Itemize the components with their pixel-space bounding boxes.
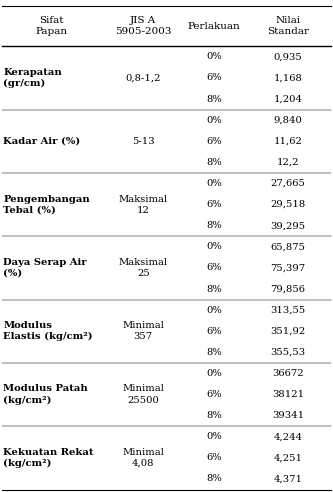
- Text: 4,251: 4,251: [273, 453, 303, 462]
- Text: Pengembangan
Tebal (%): Pengembangan Tebal (%): [3, 194, 90, 215]
- Text: 6%: 6%: [206, 263, 222, 273]
- Text: 8%: 8%: [206, 348, 222, 357]
- Text: Kekuatan Rekat
(kg/cm²): Kekuatan Rekat (kg/cm²): [3, 448, 94, 468]
- Text: 36672: 36672: [272, 369, 304, 378]
- Text: 0%: 0%: [206, 242, 222, 251]
- Text: 8%: 8%: [206, 221, 222, 230]
- Text: 0%: 0%: [206, 52, 222, 62]
- Text: Sifat
Papan: Sifat Papan: [36, 16, 68, 36]
- Text: 6%: 6%: [206, 137, 222, 146]
- Text: Daya Serap Air
(%): Daya Serap Air (%): [3, 258, 87, 278]
- Text: 355,53: 355,53: [270, 348, 306, 357]
- Text: Modulus
Elastis (kg/cm²): Modulus Elastis (kg/cm²): [3, 321, 93, 341]
- Text: 0,935: 0,935: [274, 52, 302, 62]
- Text: 8%: 8%: [206, 158, 222, 167]
- Text: 0%: 0%: [206, 306, 222, 314]
- Text: Maksimal
12: Maksimal 12: [119, 194, 168, 215]
- Text: 4,244: 4,244: [273, 432, 303, 441]
- Text: 8%: 8%: [206, 284, 222, 294]
- Text: 4,371: 4,371: [273, 474, 303, 484]
- Text: 75,397: 75,397: [270, 263, 306, 273]
- Text: 313,55: 313,55: [270, 306, 306, 314]
- Text: 38121: 38121: [272, 390, 304, 399]
- Text: JIS A
5905-2003: JIS A 5905-2003: [115, 16, 171, 36]
- Text: 6%: 6%: [206, 453, 222, 462]
- Text: Perlakuan: Perlakuan: [187, 22, 240, 31]
- Text: 8%: 8%: [206, 474, 222, 484]
- Text: 12,2: 12,2: [277, 158, 299, 167]
- Text: Maksimal
25: Maksimal 25: [119, 258, 168, 278]
- Text: 39,295: 39,295: [270, 221, 306, 230]
- Text: 29,518: 29,518: [270, 200, 306, 209]
- Text: Minimal
357: Minimal 357: [122, 321, 164, 341]
- Text: 0%: 0%: [206, 432, 222, 441]
- Text: 11,62: 11,62: [274, 137, 302, 146]
- Text: 6%: 6%: [206, 200, 222, 209]
- Text: Minimal
25500: Minimal 25500: [122, 385, 164, 404]
- Text: 39341: 39341: [272, 411, 304, 420]
- Text: 5-13: 5-13: [132, 137, 155, 146]
- Text: 65,875: 65,875: [270, 242, 306, 251]
- Text: 0%: 0%: [206, 369, 222, 378]
- Text: Modulus Patah
(kg/cm²): Modulus Patah (kg/cm²): [3, 384, 88, 405]
- Text: 8%: 8%: [206, 411, 222, 420]
- Text: Kadar Air (%): Kadar Air (%): [3, 137, 81, 146]
- Text: 0%: 0%: [206, 179, 222, 188]
- Text: 1,168: 1,168: [274, 73, 302, 83]
- Text: 27,665: 27,665: [271, 179, 305, 188]
- Text: 0%: 0%: [206, 116, 222, 124]
- Text: 6%: 6%: [206, 73, 222, 83]
- Text: 351,92: 351,92: [270, 327, 306, 336]
- Text: 79,856: 79,856: [270, 284, 306, 294]
- Text: 1,204: 1,204: [273, 94, 303, 103]
- Text: Kerapatan
(gr/cm): Kerapatan (gr/cm): [3, 68, 62, 88]
- Text: Minimal
4,08: Minimal 4,08: [122, 448, 164, 468]
- Text: Nilai
Standar: Nilai Standar: [267, 16, 309, 36]
- Text: 9,840: 9,840: [274, 116, 302, 124]
- Text: 8%: 8%: [206, 94, 222, 103]
- Text: 6%: 6%: [206, 327, 222, 336]
- Text: 0,8-1,2: 0,8-1,2: [126, 73, 161, 83]
- Text: 6%: 6%: [206, 390, 222, 399]
